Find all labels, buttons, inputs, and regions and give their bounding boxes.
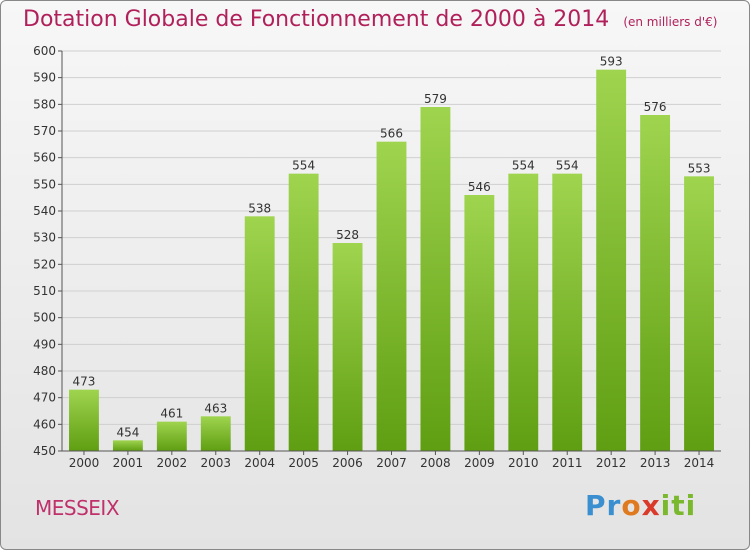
bar-2007 — [376, 141, 407, 451]
label-layer: 473 454 461 463 538 554 528 566 579 546 554 554 593 5… — [73, 55, 711, 440]
x-tick-label-2007: 2007 — [376, 456, 407, 470]
data-label-2011: 554 — [556, 159, 579, 173]
data-label-2010: 554 — [512, 159, 535, 173]
x-tick-label-2002: 2002 — [157, 456, 188, 470]
bar-2009 — [464, 195, 495, 451]
bar-2002 — [156, 421, 187, 451]
y-tick-label-550: 550 — [33, 177, 56, 191]
y-tick-label-510: 510 — [33, 284, 56, 298]
bar-2005 — [288, 173, 319, 451]
y-tick-label-490: 490 — [33, 337, 56, 351]
y-tick-label-450: 450 — [33, 444, 56, 458]
x-tick-label-2010: 2010 — [508, 456, 539, 470]
logo-part-3: x — [641, 489, 661, 522]
data-label-2008: 579 — [424, 92, 447, 106]
y-tick-label-530: 530 — [33, 231, 56, 245]
axis-layer: 450 460 470 480 490 500 510 520 530 540 550 560 570 5… — [33, 44, 721, 470]
y-tick-label-470: 470 — [33, 391, 56, 405]
logo-part-4: iti — [660, 489, 697, 522]
data-label-2003: 463 — [204, 401, 227, 415]
bar-2014 — [684, 176, 714, 452]
bar-2008 — [420, 107, 451, 451]
commune-name: MESSEIX — [35, 496, 120, 520]
x-tick-label-2005: 2005 — [288, 456, 319, 470]
y-tick-label-520: 520 — [33, 257, 56, 271]
y-tick-label-570: 570 — [33, 124, 56, 138]
y-tick-label-580: 580 — [33, 97, 56, 111]
data-label-2001: 454 — [116, 425, 139, 439]
y-tick-label-600: 600 — [33, 44, 56, 58]
x-tick-label-2000: 2000 — [69, 456, 100, 470]
x-tick-label-2003: 2003 — [200, 456, 231, 470]
data-label-2000: 473 — [73, 375, 96, 389]
proxiti-logo[interactable]: Proxiti — [585, 489, 696, 522]
y-tick-label-540: 540 — [33, 204, 56, 218]
x-tick-label-2009: 2009 — [464, 456, 495, 470]
bar-2000 — [69, 389, 99, 451]
data-label-2006: 528 — [336, 228, 359, 242]
bar-layer — [69, 69, 714, 452]
data-label-2012: 593 — [600, 55, 623, 69]
y-tick-label-480: 480 — [33, 364, 56, 378]
data-label-2002: 461 — [160, 407, 183, 421]
bar-2010 — [508, 173, 539, 451]
bar-2013 — [640, 115, 671, 451]
bar-2012 — [596, 69, 627, 452]
bar-2011 — [552, 173, 583, 451]
x-tick-label-2011: 2011 — [552, 456, 583, 470]
data-label-2014: 553 — [688, 161, 711, 175]
logo-part-2: o — [621, 489, 642, 522]
data-label-2009: 546 — [468, 180, 491, 194]
bar-2004 — [244, 216, 275, 451]
x-tick-label-2006: 2006 — [332, 456, 363, 470]
x-tick-label-2012: 2012 — [596, 456, 627, 470]
bar-2006 — [332, 243, 363, 451]
y-tick-label-590: 590 — [33, 71, 56, 85]
x-tick-label-2001: 2001 — [113, 456, 144, 470]
bar-2001 — [112, 440, 143, 451]
data-label-2007: 566 — [380, 127, 403, 141]
data-label-2005: 554 — [292, 159, 315, 173]
x-tick-label-2008: 2008 — [420, 456, 451, 470]
chart-title: Dotation Globale de Fonctionnement de 20… — [23, 7, 717, 32]
y-tick-label-460: 460 — [33, 417, 56, 431]
logo-part-1: Pr — [585, 489, 622, 522]
y-tick-label-500: 500 — [33, 311, 56, 325]
x-tick-label-2014: 2014 — [684, 456, 715, 470]
chart-title-text: Dotation Globale de Fonctionnement de 20… — [23, 7, 610, 32]
y-tick-label-560: 560 — [33, 151, 56, 165]
x-tick-label-2004: 2004 — [244, 456, 275, 470]
data-label-2004: 538 — [248, 201, 271, 215]
x-tick-label-2013: 2013 — [640, 456, 671, 470]
bar-2003 — [200, 416, 231, 451]
data-label-2013: 576 — [644, 100, 667, 114]
chart-subtitle: (en milliers d'€) — [623, 15, 718, 29]
